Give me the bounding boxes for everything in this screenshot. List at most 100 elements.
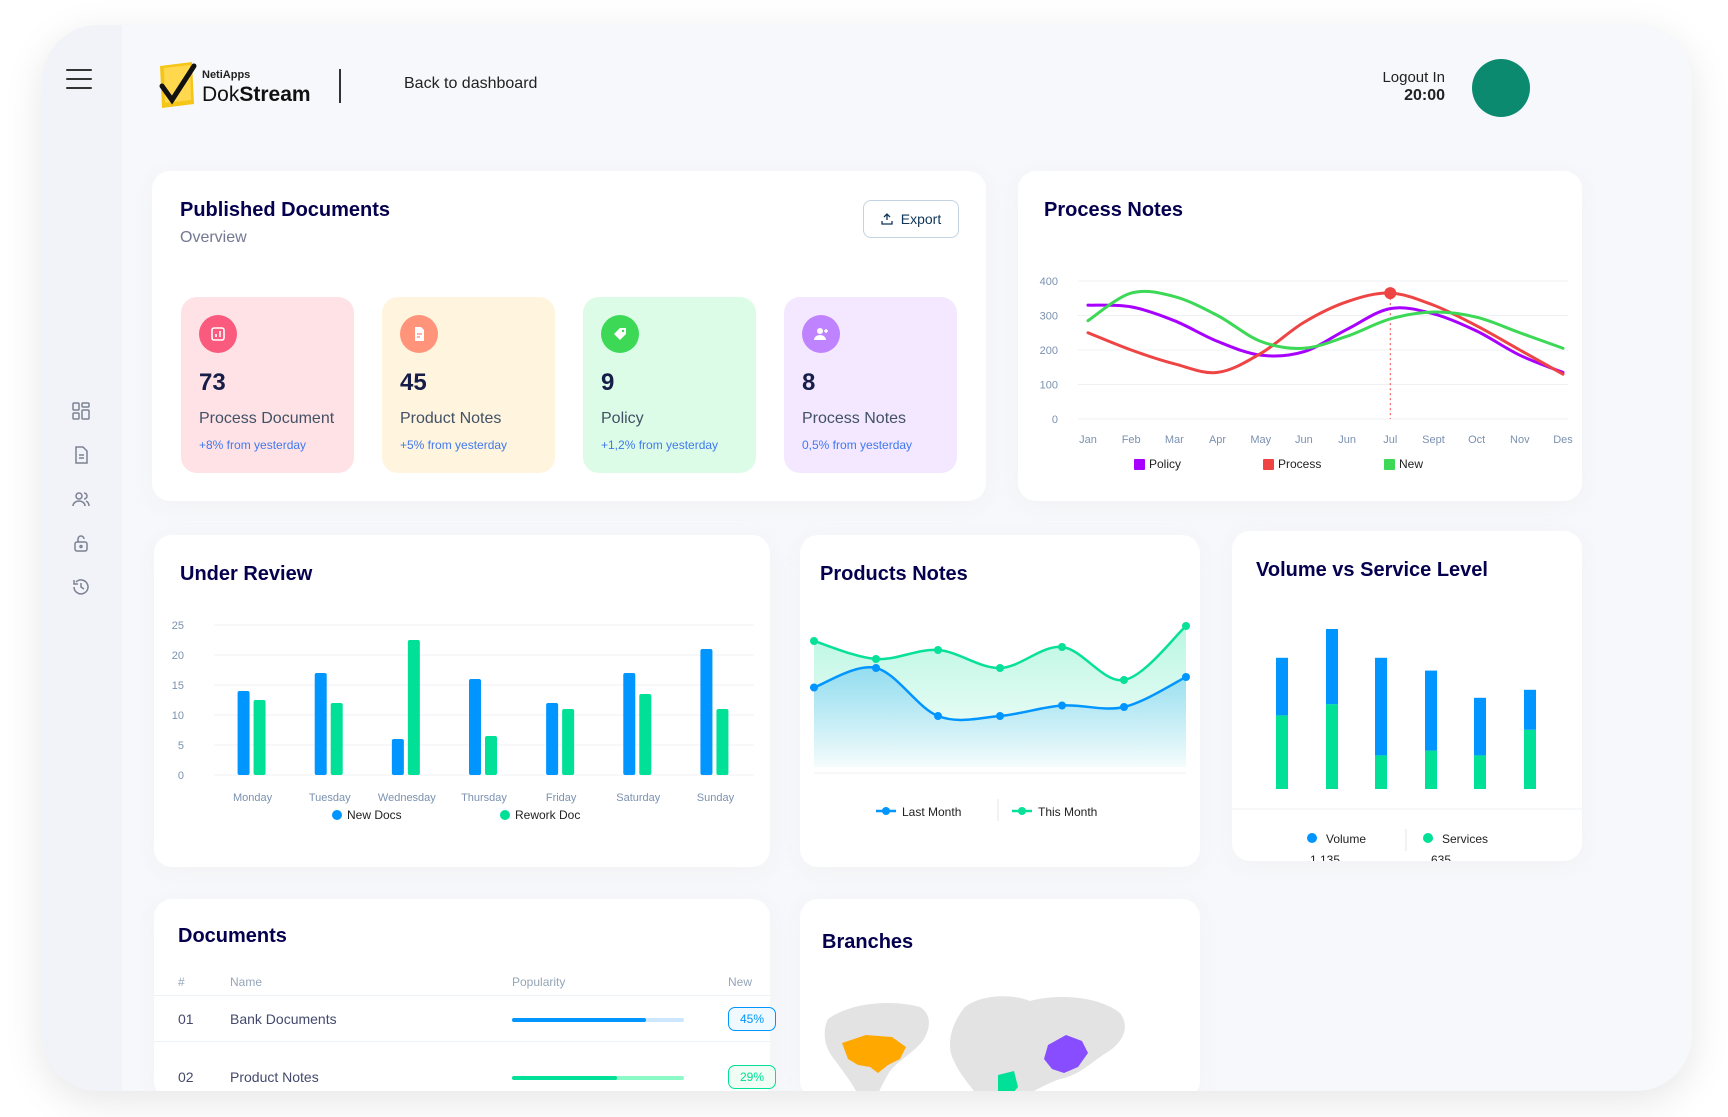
products-notes-card: Products Notes Last Month This Month <box>800 535 1200 867</box>
stat-card[interactable]: 73 Process Document +8% from yesterday <box>181 297 354 473</box>
legend-dot <box>332 810 342 820</box>
row-name: Product Notes <box>230 1069 319 1085</box>
logout-timer: Logout In 20:00 <box>1382 69 1445 105</box>
row-number: 02 <box>178 1069 194 1085</box>
bar-new-docs[interactable] <box>391 739 404 775</box>
data-point[interactable] <box>934 712 942 720</box>
data-point[interactable] <box>1120 676 1128 684</box>
volume-service-chart: Volume 1,135 Services 635 <box>1232 629 1582 861</box>
x-tick-label: Jan <box>1079 434 1097 446</box>
highlight-point[interactable] <box>1384 287 1397 300</box>
stat-card[interactable]: 8 Process Notes 0,5% from yesterday <box>784 297 957 473</box>
under-review-chart: 0 5 10 15 20 25 Monday Tuesday Wednesday Thursday… <box>172 620 754 822</box>
bar-new-docs[interactable] <box>546 703 559 775</box>
region-usa[interactable] <box>842 1035 906 1073</box>
export-icon <box>881 213 893 225</box>
legend-label: Rework Doc <box>515 808 580 822</box>
col-header-num: # <box>178 975 185 989</box>
under-review-card: Under Review 0 5 10 15 20 25 Monday Tuesday Wedn… <box>154 535 770 867</box>
file-icon <box>415 327 424 341</box>
bar-rework-doc[interactable] <box>639 694 652 775</box>
bar-volume[interactable] <box>1425 670 1437 751</box>
legend-label: Services <box>1442 832 1488 846</box>
stat-card[interactable]: 45 Product Notes +5% from yesterday <box>382 297 555 473</box>
bar-rework-doc[interactable] <box>330 703 343 775</box>
bar-volume[interactable] <box>1276 657 1288 716</box>
row-name: Bank Documents <box>230 1011 337 1027</box>
process-notes-card: Process Notes 0 100 200 300 400 Jan Feb Mar Apr M… <box>1018 171 1582 501</box>
region-china[interactable] <box>1044 1035 1088 1073</box>
legend-dot <box>1018 807 1026 815</box>
logo-icon <box>159 62 197 108</box>
bar-new-docs[interactable] <box>469 679 481 775</box>
stat-change: 0,5% from yesterday <box>802 438 913 452</box>
data-point[interactable] <box>996 664 1004 672</box>
avatar[interactable] <box>1472 59 1530 117</box>
history-icon[interactable] <box>71 577 91 597</box>
bar-rework-doc[interactable] <box>562 709 575 775</box>
stat-card[interactable]: 9 Policy +1,2% from yesterday <box>583 297 756 473</box>
back-to-dashboard-link[interactable]: Back to dashboard <box>404 75 538 92</box>
stat-change: +8% from yesterday <box>199 438 307 452</box>
data-point[interactable] <box>872 664 880 672</box>
dashboard-icon[interactable] <box>71 401 91 421</box>
bar-rework-doc[interactable] <box>253 700 266 775</box>
published-documents-card: Published Documents Overview Export 73 Pr… <box>152 171 986 501</box>
bar-new-docs[interactable] <box>314 673 327 775</box>
region-saudi-arabia[interactable] <box>998 1071 1018 1091</box>
col-header-name: Name <box>230 975 263 989</box>
bar-services[interactable] <box>1474 755 1486 789</box>
bar-volume[interactable] <box>1375 657 1387 756</box>
data-point[interactable] <box>1058 643 1066 651</box>
data-point[interactable] <box>872 655 880 663</box>
tag-icon <box>614 328 626 340</box>
data-point[interactable] <box>810 637 818 645</box>
legend-dot <box>500 810 510 820</box>
data-point[interactable] <box>1182 622 1190 630</box>
data-point[interactable] <box>1120 703 1128 711</box>
popularity-bar <box>512 1076 684 1080</box>
bar-services[interactable] <box>1375 755 1387 789</box>
bar-rework-doc[interactable] <box>407 640 420 775</box>
x-tick-label: Tuesday <box>309 792 351 804</box>
bar-services[interactable] <box>1524 729 1536 789</box>
bar-volume[interactable] <box>1474 697 1486 756</box>
data-point[interactable] <box>810 683 818 692</box>
bar-services[interactable] <box>1326 704 1338 789</box>
legend-swatch <box>1263 459 1274 470</box>
x-tick-label: Jun <box>1338 434 1356 446</box>
menu-icon[interactable] <box>66 69 92 89</box>
process-notes-title: Process Notes <box>1044 199 1183 221</box>
col-header-new: New <box>728 975 753 989</box>
bar-volume[interactable] <box>1524 689 1536 730</box>
stat-icon-badge <box>400 315 438 353</box>
x-tick-label: May <box>1250 434 1271 446</box>
document-icon[interactable] <box>71 445 91 465</box>
brand-name-a: Dok <box>202 83 240 106</box>
y-tick-label: 0 <box>1052 414 1058 426</box>
lock-icon[interactable] <box>71 533 91 553</box>
bar-volume[interactable] <box>1326 629 1338 705</box>
bar-new-docs[interactable] <box>700 649 713 775</box>
bar-services[interactable] <box>1425 750 1437 789</box>
bar-new-docs[interactable] <box>623 673 636 775</box>
bar-rework-doc[interactable] <box>716 709 729 775</box>
bar-rework-doc[interactable] <box>485 736 497 775</box>
y-tick-label: 20 <box>172 650 184 662</box>
continent-eurasia <box>950 996 1125 1091</box>
legend-label: New <box>1399 457 1423 471</box>
data-point[interactable] <box>934 646 942 654</box>
brand-name: DokStream <box>202 83 311 106</box>
bar-new-docs[interactable] <box>237 691 250 775</box>
app-window: NetiApps DokStream Back to dashboard Log… <box>42 25 1692 1091</box>
data-point[interactable] <box>1058 701 1066 710</box>
bar-services[interactable] <box>1276 715 1288 789</box>
stat-label: Policy <box>601 410 644 427</box>
data-point[interactable] <box>996 712 1004 720</box>
data-point[interactable] <box>1182 673 1190 681</box>
export-button[interactable]: Export <box>863 200 959 238</box>
users-icon[interactable] <box>71 489 91 509</box>
x-tick-label: Nov <box>1510 434 1530 446</box>
brand-logo[interactable]: NetiApps DokStream <box>156 60 311 110</box>
x-tick-label: Jun <box>1295 434 1313 446</box>
